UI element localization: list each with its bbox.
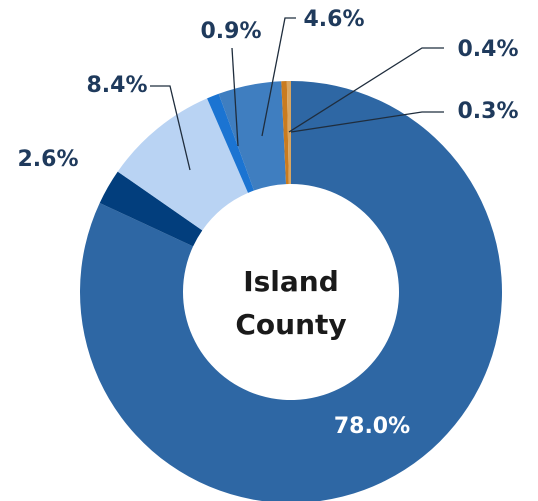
data-label: 78.0% [334,414,410,439]
leader-line [290,111,444,133]
data-label: 0.4% [457,37,518,62]
data-label: 0.9% [200,19,261,44]
center-label: County [235,308,346,341]
center-label: Island [243,265,339,298]
leader-lines [150,17,444,171]
slice [207,93,254,193]
slice [286,81,291,185]
data-label: 8.4% [86,73,147,98]
leader-line [288,47,444,133]
slice [80,81,502,501]
leader-line [261,17,296,137]
slice [281,81,289,185]
data-label: 0.3% [457,99,518,124]
slice [99,171,203,247]
leader-line [150,85,191,171]
slice [117,98,249,231]
data-label: 2.6% [17,147,78,172]
leader-line [231,47,239,147]
data-label: 4.6% [303,7,364,32]
